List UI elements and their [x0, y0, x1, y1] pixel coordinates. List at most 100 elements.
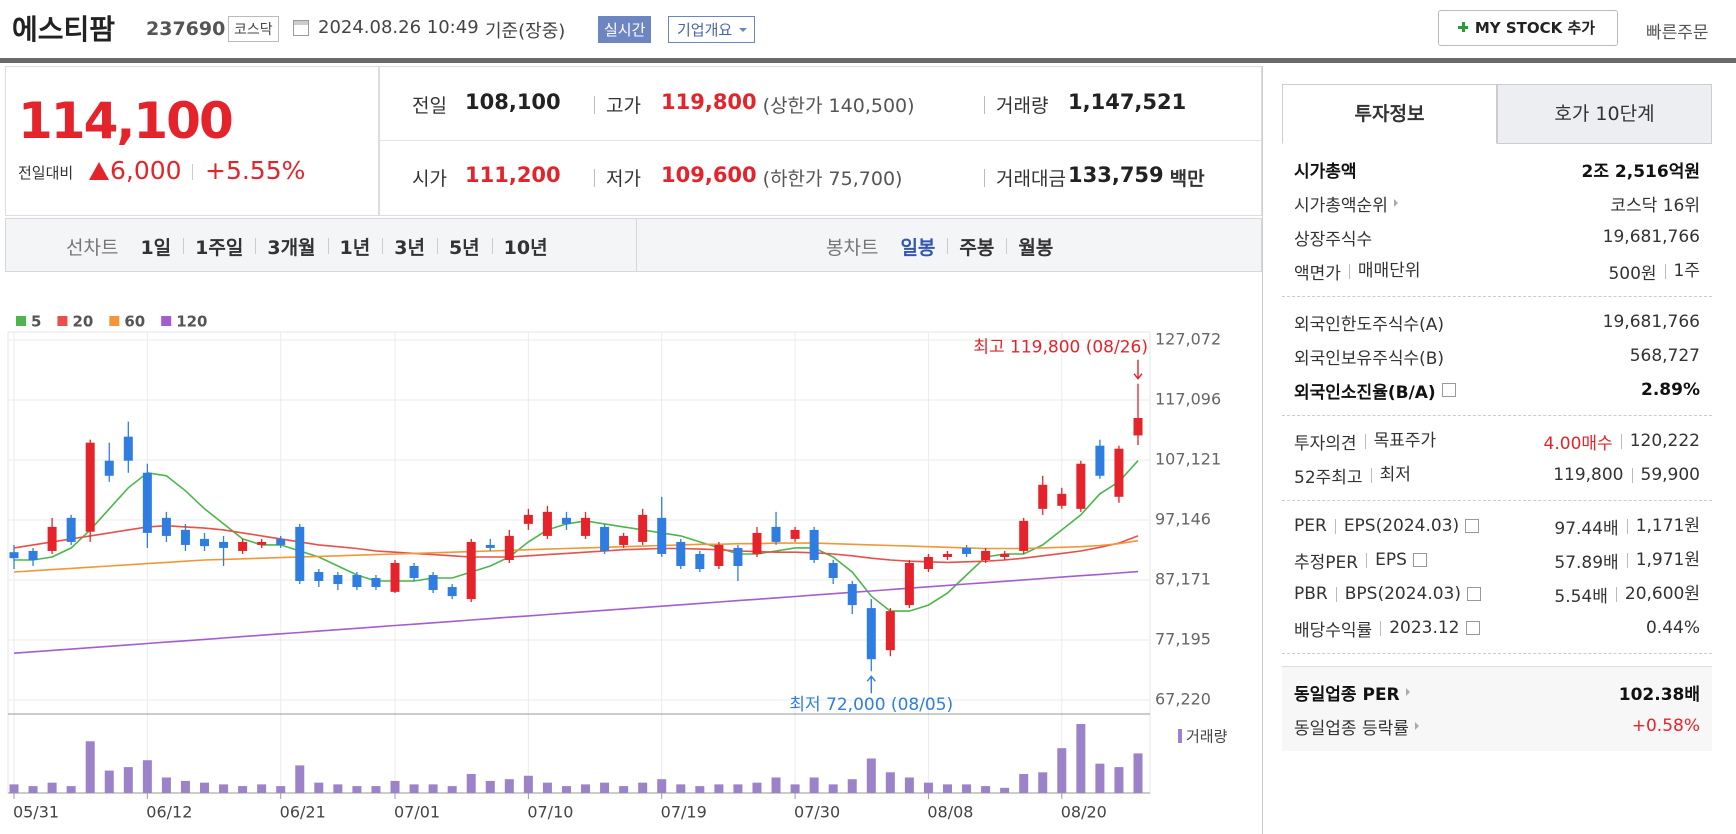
- label: 시가총액순위: [1294, 195, 1388, 216]
- info-label: 시가총액순위: [1294, 191, 1402, 216]
- info-group: 투자의견 목표주가 4.00매수 120,222 52주최고 최저 119,800 59,90…: [1282, 416, 1712, 501]
- volume-bar: [314, 782, 324, 793]
- volume-bar: [962, 784, 972, 793]
- stat-value: 133,759: [1068, 163, 1164, 187]
- info-value: +0.58%: [1632, 716, 1700, 736]
- volume-bar: [257, 784, 267, 793]
- info-group: PER EPS(2024.03) 97.44배 1,171원 추정PER EPS 57.89…: [1282, 501, 1712, 654]
- candle-body: [904, 562, 914, 606]
- info-value: 57.89배 1,971원: [1554, 548, 1700, 573]
- candle-body: [1095, 445, 1105, 476]
- info-tabs: 투자정보 호가 10단계: [1282, 84, 1712, 144]
- mystock-button[interactable]: MY STOCK 추가: [1438, 10, 1618, 46]
- x-tick-label: 07/10: [527, 803, 573, 822]
- change-label: 전일대비: [18, 164, 74, 182]
- info-label: 동일업종 PER: [1294, 680, 1414, 705]
- x-tick-label: 08/08: [927, 803, 973, 822]
- info-label: 외국인소진율(B/A): [1294, 378, 1456, 403]
- stat-label: 저가: [606, 168, 641, 190]
- up-arrow: [89, 162, 109, 180]
- candle-body: [561, 517, 571, 524]
- help-icon[interactable]: [1465, 621, 1480, 635]
- info-row: 시가총액순위 코스닥 16위: [1294, 186, 1700, 220]
- separator: [594, 169, 595, 187]
- label: 투자의견: [1294, 433, 1357, 454]
- candle-body: [1114, 448, 1124, 497]
- value: 119,800: [1553, 465, 1624, 485]
- volume-bar: [1076, 724, 1086, 793]
- volume-bar: [942, 784, 952, 793]
- y-tick-label: 127,072: [1155, 330, 1221, 349]
- y-tick-label: 117,096: [1155, 390, 1221, 409]
- info-value: 4.00매수 120,222: [1544, 429, 1700, 454]
- legend-swatch: [161, 316, 172, 326]
- volume-bar: [504, 779, 514, 793]
- info-row: 외국인소진율(B/A) 2.89%: [1294, 373, 1700, 407]
- y-tick-label: 87,171: [1155, 569, 1211, 588]
- candle-body: [66, 517, 76, 542]
- candle-body: [9, 552, 19, 559]
- period-tab[interactable]: 5년: [448, 237, 480, 259]
- period-tab[interactable]: 10년: [503, 237, 548, 259]
- info-group: 시가총액 2조 2,516억원 시가총액순위 코스닥 16위 상장주식수 19,681,7…: [1282, 144, 1712, 297]
- period-tab[interactable]: 1년: [339, 237, 371, 259]
- period-tab[interactable]: 주봉: [959, 237, 995, 259]
- volume-bar: [276, 786, 286, 793]
- info-row: 동일업종 PER 102.38배: [1294, 675, 1700, 709]
- stat-unit: 백만: [1169, 168, 1205, 190]
- candle-body: [504, 535, 514, 560]
- period-tab[interactable]: 1주일: [195, 237, 244, 259]
- label: PBR: [1294, 584, 1328, 604]
- info-tab[interactable]: 호가 10단계: [1497, 84, 1712, 144]
- volume-bar: [714, 784, 724, 793]
- legend-swatch: [16, 316, 26, 326]
- period-tab[interactable]: 3년: [394, 237, 425, 259]
- volume-bar: [523, 775, 533, 793]
- period-tab[interactable]: 1일: [140, 237, 172, 259]
- candle-body: [866, 608, 876, 660]
- volume-bar: [752, 782, 762, 793]
- value: 0.44%: [1645, 618, 1700, 638]
- volume-label: 거래량: [1186, 728, 1228, 746]
- period-tab[interactable]: 월봉: [1018, 237, 1054, 259]
- header-rule: [0, 58, 1736, 63]
- candle-body: [352, 575, 362, 588]
- candle-body: [161, 517, 171, 536]
- realtime-badge[interactable]: 실시간: [598, 16, 652, 43]
- x-tick-label: 05/31: [13, 803, 59, 822]
- label: 동일업종 등락률: [1294, 718, 1409, 739]
- candle-body: [371, 578, 381, 588]
- value: 500원: [1608, 263, 1657, 284]
- label: 추정PER: [1294, 552, 1359, 573]
- datetime: 2024.08.26 10:49: [318, 17, 479, 38]
- period-tab[interactable]: 일봉: [900, 237, 936, 259]
- separator: [1006, 238, 1008, 254]
- legend-label: 120: [176, 313, 207, 331]
- info-row: 시가총액 2조 2,516억원: [1294, 152, 1700, 186]
- info-label: 투자의견 목표주가: [1294, 429, 1436, 454]
- quick-order[interactable]: 빠른주문: [1646, 23, 1709, 43]
- volume-bar: [123, 767, 133, 793]
- candle-body: [333, 575, 343, 585]
- candle-body: [238, 541, 248, 551]
- volume-bar: [866, 758, 876, 793]
- help-icon[interactable]: [1412, 553, 1427, 567]
- help-icon[interactable]: [1465, 519, 1480, 533]
- info-row: 외국인한도주식수(A) 19,681,766: [1294, 305, 1700, 339]
- tab-group-label: 봉차트: [826, 237, 879, 259]
- volume-bar: [561, 786, 571, 793]
- y-tick-label: 107,121: [1155, 450, 1221, 469]
- help-icon[interactable]: [1467, 587, 1482, 601]
- ma-line: [13, 570, 1139, 654]
- help-icon[interactable]: [1441, 383, 1456, 397]
- stat-extra: (하한가 75,700): [762, 168, 903, 190]
- period-tab[interactable]: 3개월: [267, 237, 316, 259]
- company-dropdown[interactable]: 기업개요: [668, 16, 756, 43]
- info-tab[interactable]: 투자정보: [1282, 84, 1497, 144]
- info-label: 액면가 매매단위: [1294, 259, 1420, 284]
- info-row: 동일업종 등락률 +0.58%: [1294, 709, 1700, 743]
- label: 배당수익률: [1294, 620, 1373, 641]
- candle-body: [485, 544, 495, 548]
- chart-tabs: [5, 218, 1262, 272]
- candle-body: [885, 611, 895, 651]
